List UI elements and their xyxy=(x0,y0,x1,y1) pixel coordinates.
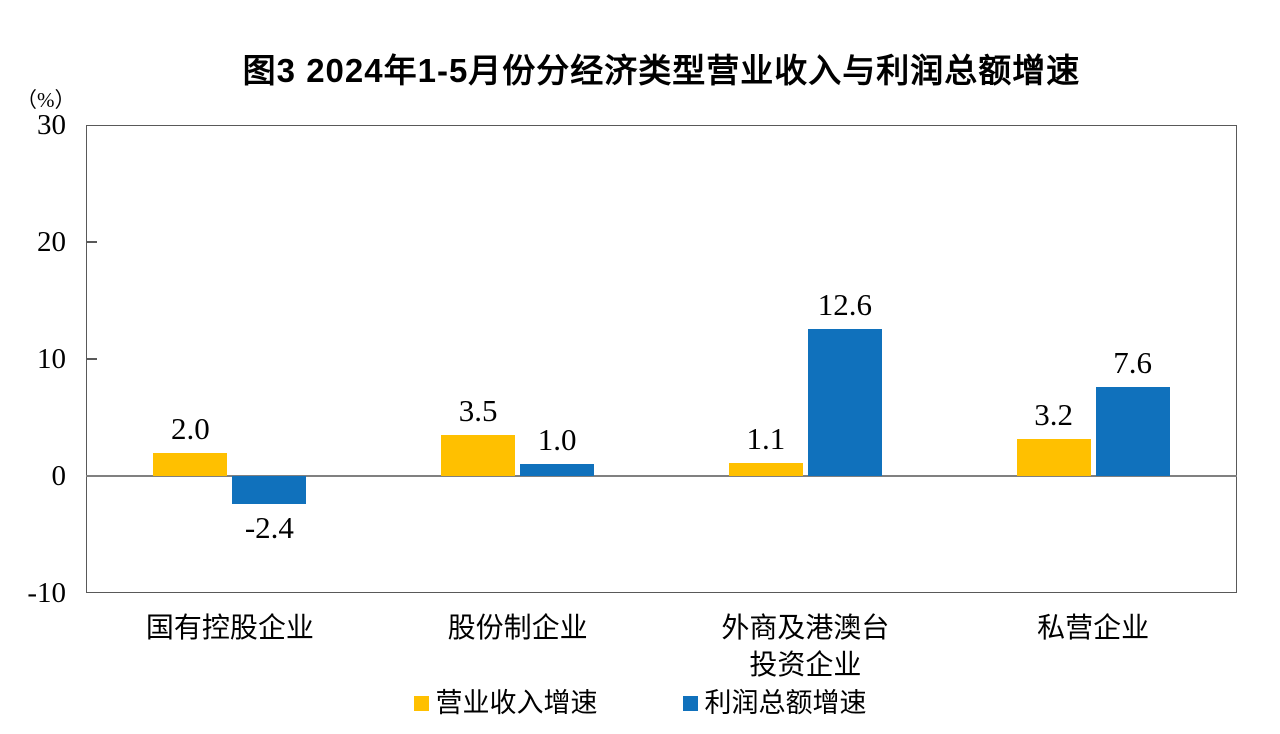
zero-axis-line xyxy=(86,475,1237,477)
bar xyxy=(232,476,307,505)
y-tick-label: 0 xyxy=(51,460,67,492)
bar xyxy=(807,328,882,476)
bar xyxy=(520,464,595,476)
x-category-label: 外商及港澳台 投资企业 xyxy=(721,613,890,681)
bar-value-label: 3.5 xyxy=(458,393,498,429)
bar-value-label: 1.0 xyxy=(537,422,577,458)
bar-value-label: 2.0 xyxy=(171,410,210,446)
y-tick-mark xyxy=(86,358,97,360)
legend-item: 营业收入增速 xyxy=(413,688,598,718)
bar-value-label: -2.4 xyxy=(244,510,294,546)
bar-value-label: 3.2 xyxy=(1034,396,1073,432)
x-category-label: 私营企业 xyxy=(1037,613,1150,644)
x-category-label: 国有控股企业 xyxy=(145,613,314,644)
bar xyxy=(1095,387,1170,476)
bar xyxy=(153,452,228,476)
legend-item: 利润总额增速 xyxy=(682,688,867,718)
bar-value-label: 12.6 xyxy=(817,286,872,322)
bar xyxy=(1016,438,1091,476)
y-axis-unit-label: （%） xyxy=(16,88,76,112)
legend-label: 利润总额增速 xyxy=(704,688,867,718)
bar xyxy=(728,463,803,476)
y-tick-mark xyxy=(86,241,97,243)
legend-label: 营业收入增速 xyxy=(435,688,598,718)
bar-value-label: 1.1 xyxy=(746,421,786,457)
y-tick-label: 10 xyxy=(37,343,66,375)
y-tick-label: 20 xyxy=(37,226,66,258)
y-tick-label: 30 xyxy=(37,109,66,141)
legend-swatch xyxy=(413,695,429,711)
chart-title: 图3 2024年1-5月份分经济类型营业收入与利润总额增速 xyxy=(242,52,1081,89)
plot-area-frame xyxy=(86,125,1237,593)
legend-swatch xyxy=(682,695,698,711)
y-tick-label: -10 xyxy=(27,577,66,609)
x-category-label: 股份制企业 xyxy=(447,613,588,644)
bar xyxy=(441,435,516,476)
bar-value-label: 7.6 xyxy=(1113,345,1152,381)
legend: 营业收入增速 利润总额增速 xyxy=(0,688,1280,718)
